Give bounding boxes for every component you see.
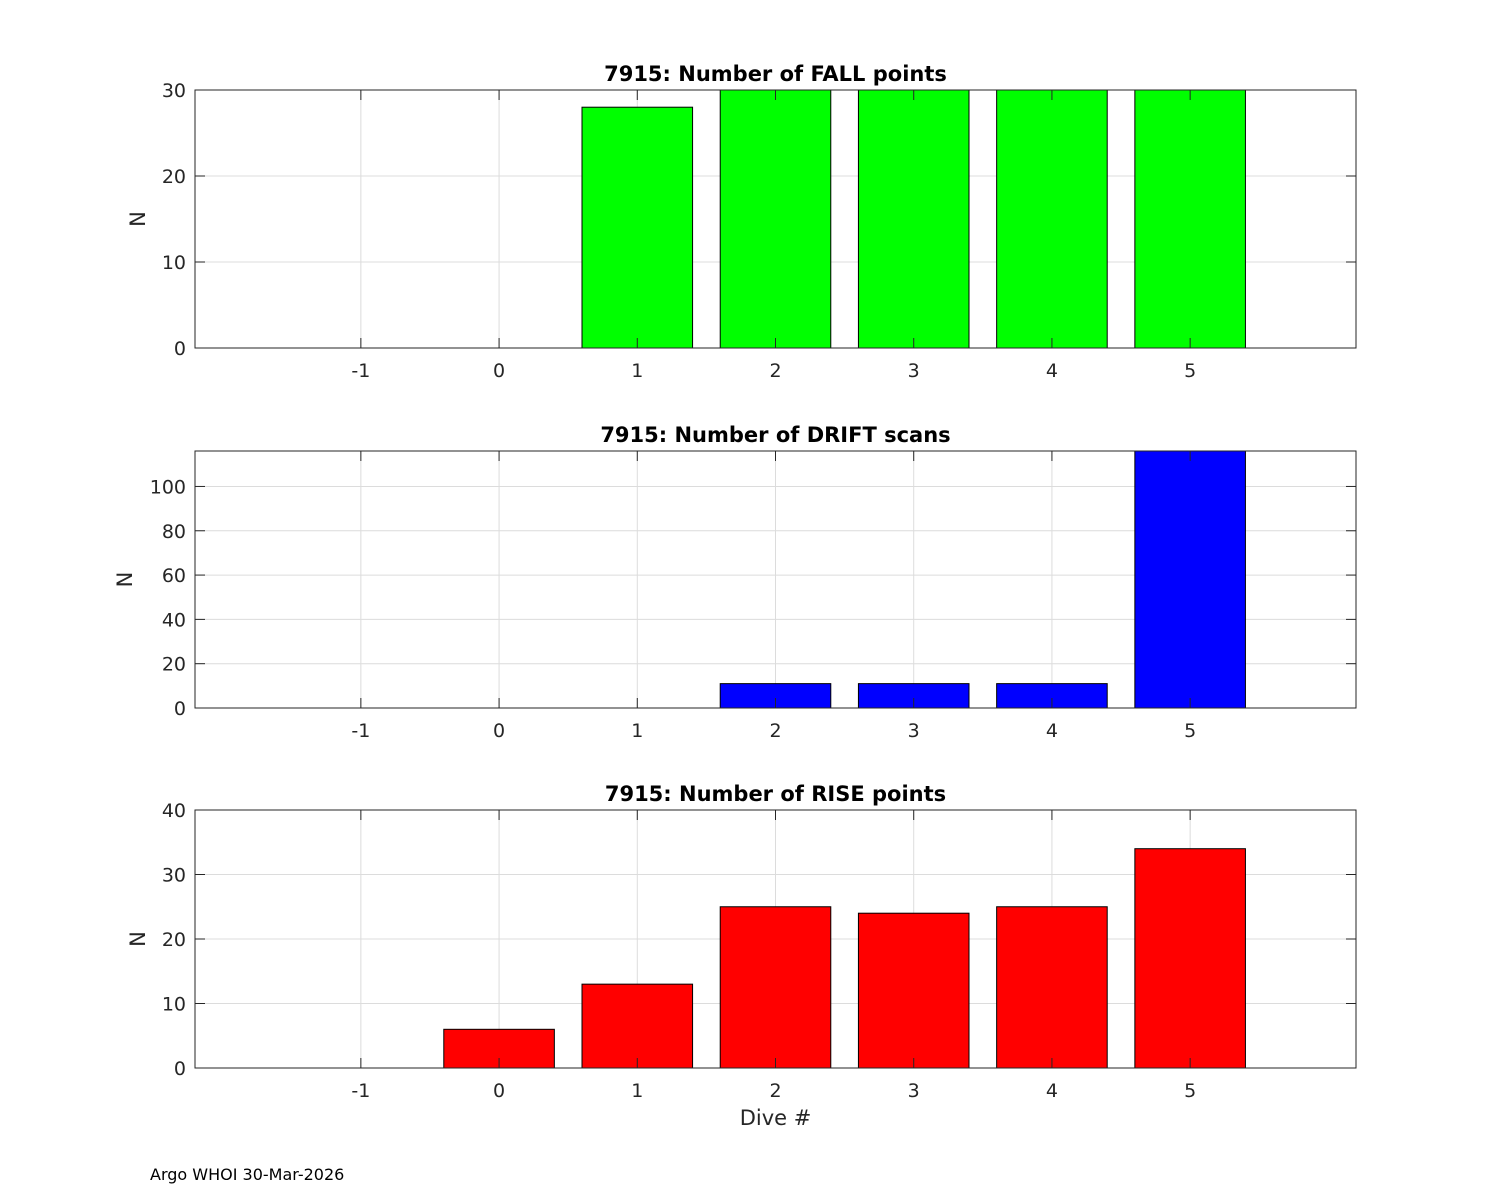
chart-title: 7915: Number of FALL points	[604, 62, 947, 86]
y-tick-label: 20	[162, 166, 186, 188]
bar-dive-3	[857, 89, 970, 349]
x-tick-label: 1	[631, 360, 643, 382]
y-tick-label: 30	[162, 865, 186, 887]
y-tick-label: 0	[174, 338, 186, 360]
x-tick-label: 1	[631, 1080, 643, 1102]
x-tick-label: 5	[1184, 720, 1196, 742]
y-tick-label: 80	[162, 521, 186, 543]
y-tick-label: 0	[174, 1058, 186, 1080]
x-tick-label: -1	[351, 360, 370, 382]
x-axis-label: Dive #	[740, 1106, 812, 1130]
y-tick-label: 60	[162, 565, 186, 587]
bar-dive-2	[719, 906, 832, 1069]
panel-2: -1 0 1 2 3 4 5 0 20 40 60 80 100 7915: Number of DRIF…	[113, 423, 1357, 742]
x-tick-label: 4	[1046, 1080, 1058, 1102]
y-tick-label: 10	[162, 994, 186, 1016]
x-tick-label: 0	[493, 1080, 505, 1102]
x-tick-label: 0	[493, 360, 505, 382]
y-tick-label: 30	[162, 80, 186, 102]
x-tick-label: 4	[1046, 360, 1058, 382]
y-axis-label: N	[126, 211, 150, 227]
y-axis-label: N	[113, 572, 137, 588]
y-axis-label: N	[126, 931, 150, 947]
y-tick-label: 100	[150, 476, 186, 498]
x-tick-label: 3	[908, 1080, 920, 1102]
y-tick-label: 40	[162, 609, 186, 631]
x-tick-label: 2	[769, 720, 781, 742]
x-tick-label: 3	[908, 720, 920, 742]
bar-dive-3	[857, 912, 970, 1069]
x-tick-label: 2	[769, 1080, 781, 1102]
x-tick-label: 5	[1184, 1080, 1196, 1102]
panel-3: -1 0 1 2 3 4 5 0 10 20 30 40 7915: Number of RISE po…	[126, 782, 1357, 1130]
bar-dive-4	[996, 89, 1108, 349]
bar-dive-1	[581, 106, 694, 349]
bar-dive-5	[1134, 450, 1246, 709]
bar-dive-2	[719, 89, 832, 349]
y-tick-label: 40	[162, 800, 186, 822]
bar-dive-1	[581, 983, 694, 1069]
x-tick-label: 5	[1184, 360, 1196, 382]
x-tick-label: 1	[631, 720, 643, 742]
x-tick-label: 3	[908, 360, 920, 382]
panel-1: -1 0 1 2 3 4 5 0 10 20 30 7915: Number of FALL poin…	[126, 62, 1357, 382]
x-tick-label: -1	[351, 1080, 370, 1102]
bar-dive-4	[996, 906, 1108, 1069]
y-tick-label: 20	[162, 929, 186, 951]
chart-title: 7915: Number of RISE points	[605, 782, 946, 806]
footer-stamp: Argo WHOI 30-Mar-2026	[150, 1165, 345, 1184]
y-tick-label: 10	[162, 252, 186, 274]
x-tick-label: -1	[351, 720, 370, 742]
x-tick-label: 0	[493, 720, 505, 742]
y-tick-label: 0	[174, 698, 186, 720]
bar-dive-5	[1134, 89, 1246, 349]
x-tick-label: 4	[1046, 720, 1058, 742]
bar-dive-5	[1134, 848, 1246, 1069]
x-tick-label: 2	[769, 360, 781, 382]
chart-title: 7915: Number of DRIFT scans	[600, 423, 950, 447]
y-tick-label: 20	[162, 654, 186, 676]
